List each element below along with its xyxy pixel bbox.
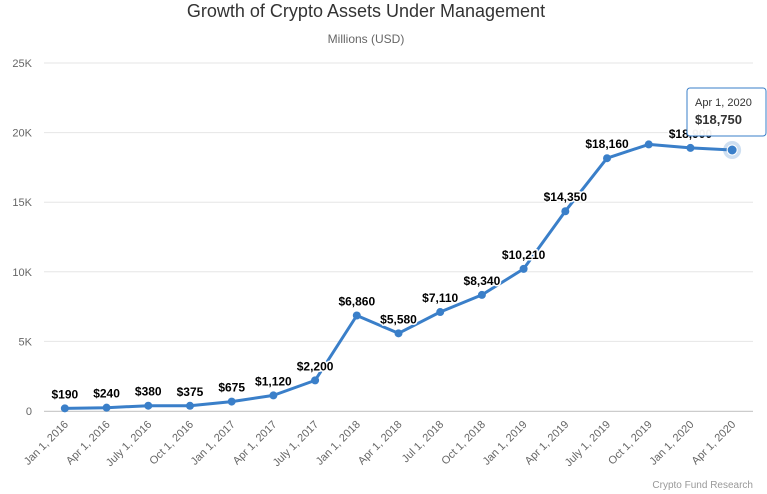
data-point[interactable] [102, 403, 111, 412]
x-tick-label: Apr 1, 2020 [690, 419, 739, 468]
y-tick-label: 25K [12, 58, 32, 70]
data-point[interactable] [311, 376, 320, 385]
data-labels: $190 $240 $380 $375 $675 $1,120 $2,200 $6,860 $5… [50, 125, 714, 402]
data-point[interactable] [227, 397, 236, 406]
data-point[interactable] [477, 290, 486, 299]
y-tick-label: 20K [12, 128, 32, 140]
data-point[interactable] [436, 308, 445, 317]
data-points [60, 140, 742, 413]
data-point[interactable] [394, 329, 403, 338]
data-point[interactable] [185, 401, 194, 410]
data-label: $5,580 [380, 312, 417, 326]
data-label: $8,340 [464, 274, 501, 288]
data-point[interactable] [144, 401, 153, 410]
data-label: $2,200 [297, 359, 334, 373]
data-point[interactable] [269, 391, 278, 400]
tooltip-box [686, 87, 767, 137]
data-label: $10,210 [502, 248, 546, 262]
data-label: $380 [135, 385, 162, 399]
data-point[interactable] [726, 144, 738, 156]
data-label: $190 [52, 387, 79, 401]
data-point[interactable] [519, 264, 528, 273]
x-tick-label: Jan 1, 2020 [647, 419, 696, 468]
y-tick-label: 5K [19, 336, 33, 348]
grid [44, 62, 753, 412]
chart-credit: Crypto Fund Research [652, 480, 753, 491]
chart-subtitle: Millions (USD) [328, 32, 405, 46]
data-point[interactable] [561, 207, 570, 216]
y-axis: 0 5K 10K 15K 20K 25K [12, 58, 32, 418]
x-tick-label: Apr 1, 2018 [356, 419, 405, 468]
x-tick-label: Jan 1, 2017 [189, 419, 238, 468]
tooltip-date: Apr 1, 2020 [695, 97, 752, 109]
data-label: $7,110 [422, 291, 458, 305]
x-tick-label: Jan 1, 2019 [481, 419, 530, 468]
data-point[interactable] [60, 404, 69, 413]
data-point[interactable] [603, 154, 612, 163]
data-label: $14,350 [544, 190, 588, 204]
data-label: $675 [218, 381, 245, 395]
data-point[interactable] [644, 140, 653, 149]
data-label: $1,120 [255, 374, 292, 388]
x-tick-label: Jan 1, 2016 [22, 419, 71, 468]
tooltip-value: $18,750 [695, 112, 742, 127]
y-tick-label: 10K [12, 267, 32, 279]
data-label: $375 [177, 385, 204, 399]
chart-title: Growth of Crypto Assets Under Management [187, 1, 545, 21]
y-tick-label: 15K [12, 197, 32, 209]
data-label: $18,160 [585, 137, 629, 151]
tooltip: Apr 1, 2020 $18,750 [686, 87, 767, 137]
data-point[interactable] [686, 143, 695, 152]
data-label: $6,860 [338, 295, 375, 309]
y-tick-label: 0 [26, 406, 32, 418]
data-label: $240 [93, 387, 120, 401]
x-tick-label: Jan 1, 2018 [314, 419, 363, 468]
data-point[interactable] [352, 311, 361, 320]
series-line [63, 142, 734, 410]
